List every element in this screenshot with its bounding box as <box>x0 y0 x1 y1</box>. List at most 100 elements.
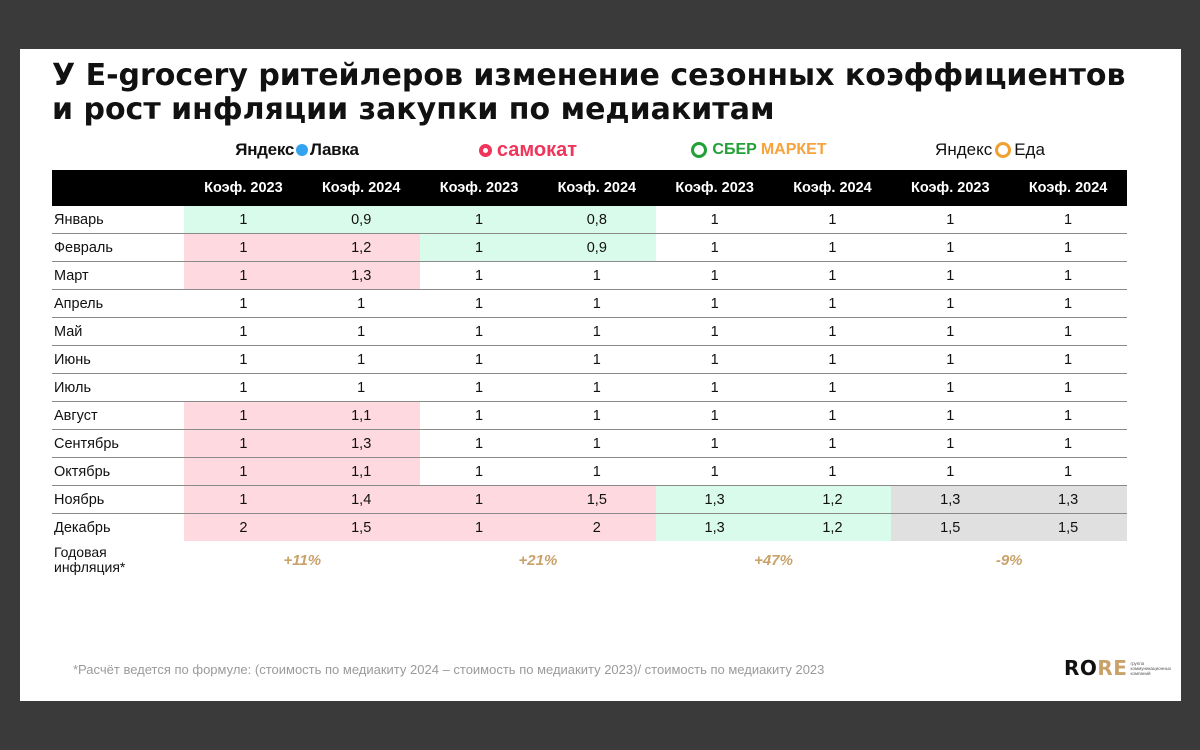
coefficient-cell: 1 <box>420 457 538 486</box>
table-row: Октябрь 1 1,1 1 1 1 1 1 1 <box>52 457 1127 486</box>
table-row: Август 1 1,1 1 1 1 1 1 1 <box>52 401 1127 430</box>
coefficient-cell: 1 <box>420 429 538 458</box>
coefficient-cell: 1 <box>773 233 892 262</box>
yandex-lavka-text-a: Яндекс <box>235 140 294 159</box>
coefficient-cell: 1 <box>184 206 303 234</box>
coefficient-cell: 0,9 <box>302 206 421 234</box>
coefficient-cell: 1 <box>420 233 538 262</box>
rore-word-a: RO <box>1064 656 1098 680</box>
coefficient-cell: 1 <box>891 401 1010 430</box>
coefficient-cell: 1 <box>655 401 774 430</box>
month-label: Июль <box>52 373 185 402</box>
coefficient-cell: 1 <box>1009 233 1127 262</box>
rore-logo: RORE группа коммуникационных компаний <box>1064 656 1172 680</box>
coefficient-cell: 1 <box>184 429 303 458</box>
coefficient-cell: 1 <box>1009 261 1127 290</box>
coefficient-cell: 1 <box>655 233 774 262</box>
yandex-eda-text-b: Еда <box>1014 140 1045 159</box>
inflation-value: -9% <box>995 551 1023 569</box>
coefficient-cell: 1 <box>184 317 303 346</box>
coefficient-cell: 1 <box>420 345 538 374</box>
check-circle-icon <box>691 142 708 158</box>
coefficient-cell: 1 <box>420 317 538 346</box>
sbermarket-logo: СБЕР МАРКЕТ <box>644 138 874 162</box>
month-label: Январь <box>52 206 185 234</box>
coefficient-cell: 1 <box>655 317 774 346</box>
coefficient-cell: 1,3 <box>891 485 1010 514</box>
coefficient-cell: 1,3 <box>655 485 774 514</box>
coefficient-cell: 1 <box>773 373 892 402</box>
footnote: *Расчёт ведется по формуле: (стоимость п… <box>73 662 825 677</box>
coefficient-cell: 1 <box>420 373 538 402</box>
coefficient-cell: 1 <box>1009 289 1127 318</box>
column-header: Коэф. 2024 <box>1009 170 1127 206</box>
coefficient-cell: 1 <box>891 233 1010 262</box>
coefficient-cell: 1 <box>420 401 538 430</box>
coefficient-cell: 1 <box>1009 401 1127 430</box>
coefficient-cell: 1 <box>773 261 892 290</box>
inflation-row: Годовая инфляция* +11% +21% +47% -9% <box>52 541 1127 579</box>
coefficient-cell: 1,5 <box>537 485 656 514</box>
coefficient-cell: 1 <box>537 289 656 318</box>
coefficient-cell: 1,5 <box>302 513 421 541</box>
coefficient-cell: 1 <box>420 261 538 290</box>
ring-icon <box>478 143 492 157</box>
month-label: Декабрь <box>54 519 111 536</box>
swirl-icon <box>995 142 1012 158</box>
coefficient-cell: 1 <box>537 261 656 290</box>
coefficient-cell: 1,1 <box>302 457 421 486</box>
sber-text: СБЕР <box>712 141 757 158</box>
coefficient-cell: 1 <box>184 289 303 318</box>
coefficient-cell: 1 <box>184 233 303 262</box>
coefficient-cell: 1 <box>891 429 1010 458</box>
inflation-value: +47% <box>754 551 793 569</box>
column-header: Коэф. 2023 <box>184 170 303 206</box>
month-label: Сентябрь <box>52 429 185 458</box>
column-header: Коэф. 2023 <box>891 170 1010 206</box>
rore-word-b: RE <box>1097 656 1128 680</box>
coefficient-cell: 1,3 <box>655 513 774 541</box>
coefficient-cell: 1,2 <box>302 233 421 262</box>
samokat-logo: самокат <box>413 138 643 162</box>
coefficient-cell: 1 <box>302 317 421 346</box>
table-row: Сентябрь 1 1,3 1 1 1 1 1 1 <box>52 429 1127 458</box>
heart-icon <box>295 144 308 156</box>
yandex-lavka-text-b: Лавка <box>309 140 359 159</box>
header-blank <box>52 170 185 206</box>
coefficient-cell: 1 <box>302 289 421 318</box>
yandex-lavka-logo: Яндекс Лавка <box>182 138 412 162</box>
coefficient-cell: 1 <box>891 261 1010 290</box>
coefficient-cell: 1 <box>773 206 892 234</box>
rore-subtitle: группа коммуникационных компаний <box>1130 660 1172 676</box>
coefficient-cell: 1 <box>537 345 656 374</box>
table-row: Ноябрь 1 1,4 1 1,5 1,3 1,2 1,3 1,3 <box>52 485 1127 514</box>
month-label: Ноябрь <box>52 485 185 514</box>
inflation-label-line1: Годовая <box>54 544 107 560</box>
coefficient-cell: 1 <box>184 401 303 430</box>
table-row: Апрель 1 1 1 1 1 1 1 1 <box>52 289 1127 318</box>
coefficient-cell: 1 <box>537 373 656 402</box>
table-row: Март 1 1,3 1 1 1 1 1 1 <box>52 261 1127 290</box>
market-text: МАРКЕТ <box>760 141 827 158</box>
coefficient-cell: 1,5 <box>1009 513 1127 541</box>
coefficient-cell: 1 <box>184 261 303 290</box>
month-label: Июнь <box>52 345 185 374</box>
month-label: Апрель <box>52 289 185 318</box>
table-row: Май 1 1 1 1 1 1 1 1 <box>52 317 1127 346</box>
month-label: Август <box>52 401 185 430</box>
coefficient-cell: 2 <box>184 513 303 541</box>
column-header: Коэф. 2023 <box>655 170 774 206</box>
coefficient-cell: 1 <box>184 345 303 374</box>
coefficient-cell: 1 <box>420 206 538 234</box>
coefficient-cell: 1 <box>891 457 1010 486</box>
table-header-row: Коэф. 2023 Коэф. 2024 Коэф. 2023 Коэф. 2024… <box>52 170 1127 206</box>
month-label: Февраль <box>52 233 185 262</box>
coefficient-cell: 1 <box>184 485 303 514</box>
table-row: Декабрь 2 1,5 1 2 1,3 1,2 1,5 1,5 <box>52 513 1127 541</box>
coefficient-cell: 1 <box>420 485 538 514</box>
coefficient-cell: 1 <box>773 401 892 430</box>
coefficient-cell: 1 <box>302 345 421 374</box>
coefficient-cell: 0,9 <box>537 233 656 262</box>
coefficients-table: Коэф. 2023 Коэф. 2024 Коэф. 2023 Коэф. 2024… <box>52 170 1127 579</box>
coefficient-cell: 1 <box>773 457 892 486</box>
